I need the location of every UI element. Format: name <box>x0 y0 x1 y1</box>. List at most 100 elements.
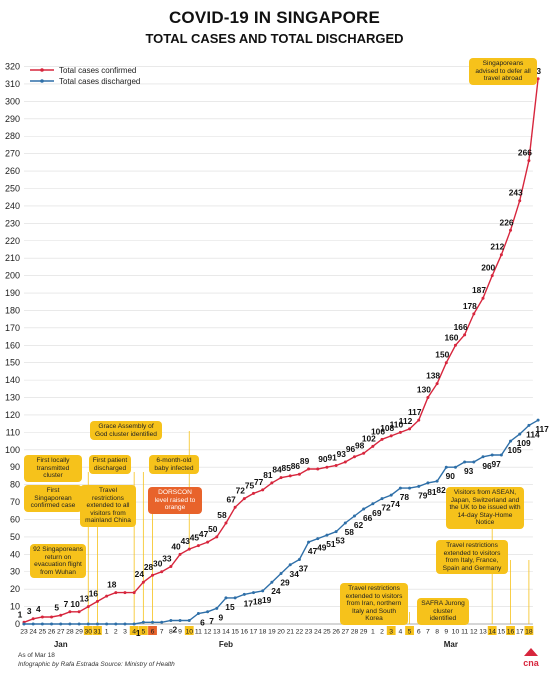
y-tick-label: 100 <box>5 445 20 455</box>
data-label: 106 <box>371 426 385 436</box>
data-label: 130 <box>417 385 431 395</box>
data-label: 2 <box>173 625 178 635</box>
data-label: 24 <box>135 569 145 579</box>
data-point <box>509 228 513 232</box>
data-label: 75 <box>245 480 255 490</box>
as-of-note: As of Mar 18 <box>18 652 55 659</box>
x-tick-label: 10 <box>452 629 460 636</box>
data-point <box>371 444 375 448</box>
data-point <box>252 491 255 495</box>
data-point <box>50 622 54 626</box>
data-point <box>95 599 99 603</box>
x-tick-label: 27 <box>57 629 65 636</box>
x-tick-label: 12 <box>204 629 212 636</box>
data-label: 105 <box>508 445 522 455</box>
data-point <box>362 507 366 511</box>
y-tick-label: 0 <box>15 619 20 629</box>
data-label: 97 <box>492 459 502 469</box>
data-label: 78 <box>400 492 410 502</box>
data-point <box>307 540 311 544</box>
x-tick-label: 23 <box>20 629 28 636</box>
x-tick-label: 5 <box>141 629 145 636</box>
data-label: 212 <box>490 242 504 252</box>
y-tick-label: 210 <box>5 253 20 263</box>
data-point <box>463 333 467 337</box>
x-tick-label: 26 <box>332 629 340 636</box>
x-tick-label: 19 <box>268 629 276 636</box>
x-tick-label: 29 <box>75 629 83 636</box>
x-tick-label: 25 <box>39 629 47 636</box>
data-point <box>22 622 26 626</box>
highlighted-tick <box>506 626 515 635</box>
highlighted-tick <box>524 626 534 635</box>
data-label: 93 <box>337 449 347 459</box>
data-label: 5 <box>54 602 59 612</box>
data-label: 58 <box>217 510 227 520</box>
x-tick-label: 25 <box>323 629 331 636</box>
data-label: 90 <box>318 454 328 464</box>
y-tick-label: 320 <box>5 62 20 72</box>
y-tick-label: 230 <box>5 218 20 228</box>
data-point <box>178 619 182 623</box>
data-point <box>242 497 246 501</box>
data-point <box>334 463 338 467</box>
data-label: 114 <box>526 429 540 439</box>
x-tick-label: 9 <box>444 629 448 636</box>
data-point <box>444 361 448 365</box>
data-label: 86 <box>291 461 301 471</box>
data-label: 82 <box>436 485 446 495</box>
y-tick-label: 110 <box>6 427 20 437</box>
x-tick-label: 18 <box>259 629 267 636</box>
highlighted-tick <box>487 626 497 635</box>
x-tick-label: 15 <box>231 629 239 636</box>
x-tick-label: 4 <box>132 629 136 636</box>
data-point <box>270 481 274 485</box>
x-tick-label: 5 <box>408 629 412 636</box>
data-point <box>261 488 265 492</box>
data-label: 243 <box>509 188 523 198</box>
data-label: 74 <box>391 499 401 509</box>
y-tick-label: 250 <box>5 184 20 194</box>
data-label: 90 <box>446 471 456 481</box>
x-tick-label: 20 <box>277 629 285 636</box>
data-point <box>389 434 393 438</box>
highlighted-tick <box>386 626 396 635</box>
data-point <box>68 622 72 626</box>
highlighted-tick <box>405 626 414 635</box>
x-tick-label: 2 <box>114 629 118 636</box>
data-point <box>343 460 347 464</box>
credit-note: Infographic by Rafa Estrada Source: Mini… <box>18 661 175 668</box>
data-point <box>252 591 255 595</box>
y-tick-label: 260 <box>5 166 20 176</box>
data-label: 6 <box>200 618 205 628</box>
chart-title: COVID-19 IN SINGAPORE <box>168 8 381 27</box>
data-point <box>435 382 439 386</box>
data-label: 84 <box>272 465 282 475</box>
data-point <box>352 455 356 459</box>
data-point <box>481 455 485 459</box>
y-tick-label: 30 <box>10 567 20 577</box>
data-point <box>536 418 540 422</box>
data-label: 66 <box>363 513 373 523</box>
data-label: 53 <box>335 536 345 546</box>
data-point <box>499 253 503 257</box>
annotation-first-singaporean: First Singaporean confirmed case <box>24 485 82 512</box>
y-tick-label: 150 <box>5 358 20 368</box>
data-point <box>453 465 457 469</box>
highlighted-tick <box>93 626 102 635</box>
x-tick-label: 11 <box>195 629 202 636</box>
data-point <box>444 465 448 469</box>
data-point <box>123 622 127 626</box>
x-tick-label: 22 <box>296 629 304 636</box>
data-point <box>435 479 439 483</box>
data-point <box>160 620 164 624</box>
data-label: 77 <box>254 477 264 487</box>
x-tick-label: 8 <box>169 629 173 636</box>
y-tick-label: 280 <box>5 131 20 141</box>
data-point <box>334 530 338 534</box>
annotation-first-discharged: First patient discharged <box>89 455 131 475</box>
data-label: 51 <box>326 539 336 549</box>
data-label: 160 <box>444 332 458 342</box>
data-point <box>499 453 503 457</box>
y-tick-label: 200 <box>5 271 20 281</box>
